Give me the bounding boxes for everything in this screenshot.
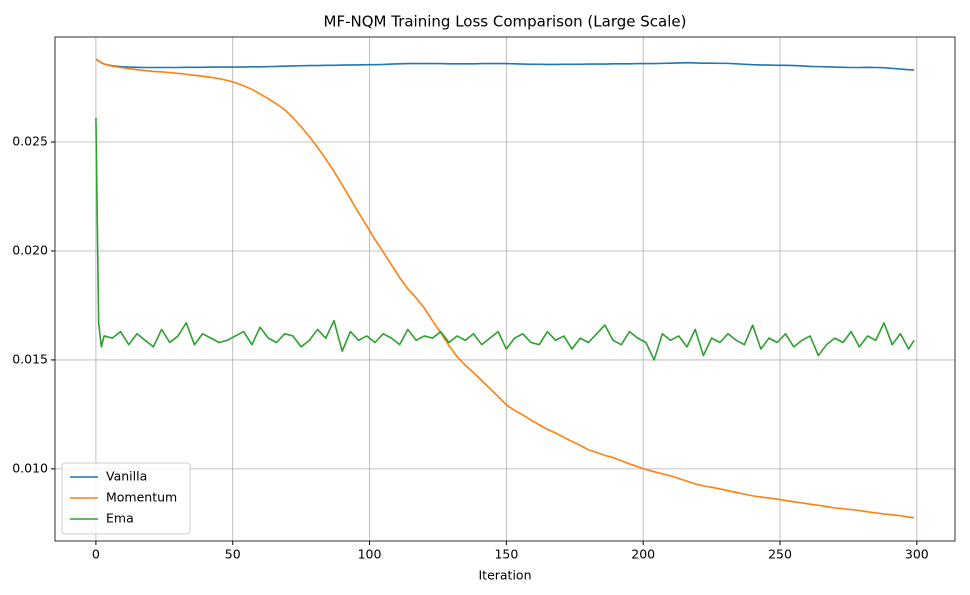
line-series <box>95 58 915 71</box>
x-axis-label: Iteration <box>478 568 531 583</box>
chart-title: MF-NQM Training Loss Comparison (Large S… <box>324 13 687 31</box>
y-tick-label: 0.025 <box>12 134 48 149</box>
plot-frame <box>54 36 956 542</box>
line-series <box>95 58 915 519</box>
x-tick-label: 50 <box>225 547 241 562</box>
x-tick-label: 150 <box>494 547 518 562</box>
legend-label: Vanilla <box>106 469 147 484</box>
y-tick-label: 0.020 <box>12 242 48 257</box>
y-tick-label: 0.015 <box>12 351 48 366</box>
legend-label: Ema <box>106 511 134 526</box>
legend: Vanilla Momentum Ema <box>61 462 191 535</box>
y-tick-label: 0.010 <box>12 460 48 475</box>
x-tick-label: 300 <box>905 547 929 562</box>
x-tick-label: 200 <box>631 547 655 562</box>
line-series <box>95 118 915 361</box>
x-tick-label: 100 <box>358 547 382 562</box>
legend-label: Momentum <box>106 490 177 505</box>
x-tick-label: 250 <box>768 547 792 562</box>
legend-box <box>61 462 191 535</box>
x-tick-label: 0 <box>92 547 100 562</box>
